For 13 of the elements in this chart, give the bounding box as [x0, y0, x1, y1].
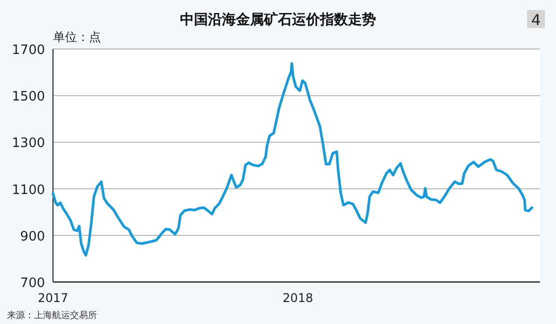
y-tick-label: 1500: [12, 90, 45, 105]
y-tick-label: 700: [20, 276, 45, 291]
x-tick-label: 2017: [38, 291, 68, 305]
x-tick-label: 2018: [282, 291, 314, 305]
chart-title: 中国沿海金属矿石运价指数走势: [180, 11, 376, 28]
text: 4: [531, 11, 541, 29]
source-note: 来源：上海航运交易所: [7, 310, 97, 321]
line-series: [52, 62, 534, 256]
y-tick-label: 1100: [12, 182, 45, 198]
y-tick-label: 1700: [12, 43, 45, 58]
y-tick-label: 900: [20, 229, 45, 244]
y-axis-title: 单位：点: [53, 30, 101, 44]
y-tick-label: 1300: [12, 136, 45, 152]
